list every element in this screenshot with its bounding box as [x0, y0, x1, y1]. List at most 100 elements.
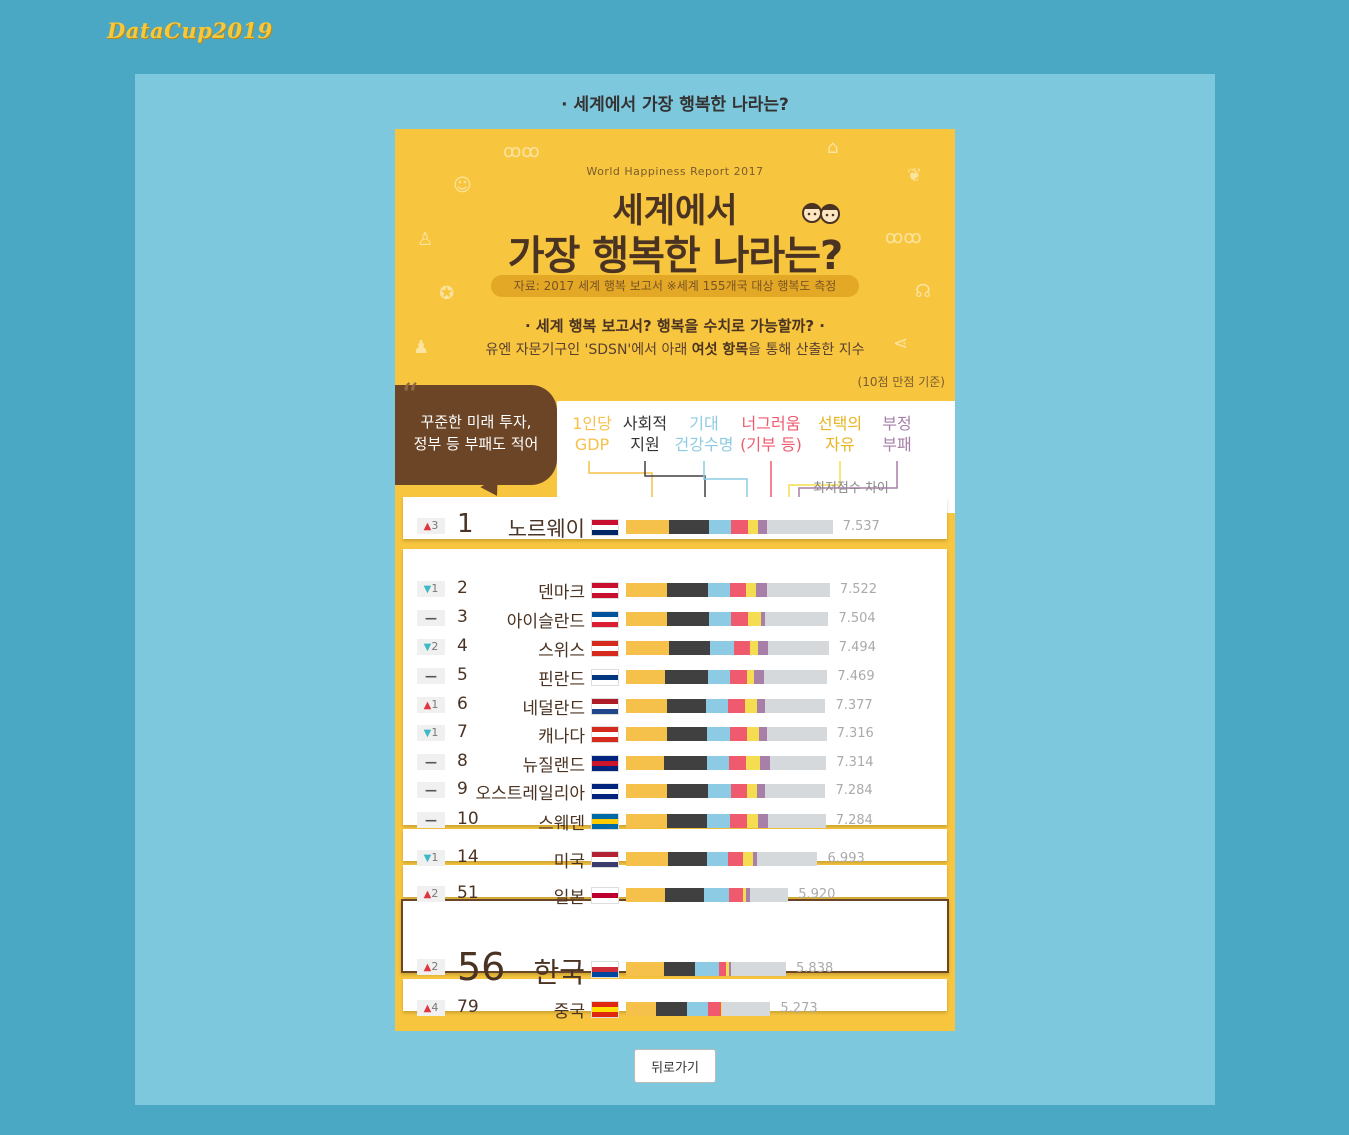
legend-social-support: 사회적 지원 — [622, 414, 668, 454]
ranking-row-6: ▲1 6 네덜란드 7.377 — [395, 692, 955, 719]
happiness-bar — [626, 888, 789, 902]
bar-segment — [707, 852, 729, 866]
happiness-score: 5.838 — [796, 961, 834, 976]
rank-change-badge: — — [417, 782, 445, 798]
rank-down-icon: ▼ — [423, 584, 432, 595]
bar-segment — [748, 612, 761, 626]
bar-segment — [709, 520, 732, 534]
rank-number: 9 — [457, 779, 468, 799]
bar-segment — [666, 583, 708, 597]
bar-segment — [626, 784, 667, 798]
bar-segment — [742, 852, 753, 866]
bar-segment — [729, 727, 747, 741]
bar-segment — [626, 1002, 656, 1016]
bar-segment — [667, 699, 707, 713]
flag-icon — [591, 726, 619, 743]
happiness-bar — [626, 727, 827, 741]
bar-segment — [745, 583, 756, 597]
infographic-title-line2: 가장 행복한 나라는? — [507, 233, 843, 279]
infographic-title-line1: 세계에서 — [612, 191, 738, 231]
ranking-row-2: ▼1 2 덴마크 7.522 — [395, 576, 955, 603]
bar-segment — [764, 784, 826, 798]
flag-icon — [591, 783, 619, 800]
bar-segment — [695, 962, 719, 976]
happiness-score: 7.314 — [836, 755, 874, 770]
happiness-score: 7.377 — [835, 698, 873, 713]
flag-icon — [591, 640, 619, 657]
country-name: 일본 — [553, 888, 585, 908]
rank-number: 3 — [457, 607, 468, 627]
bar-segment — [746, 814, 758, 828]
source-note: 자료: 2017 세계 행복 보고서 ※세계 155개국 대상 행복도 측정 — [491, 275, 859, 297]
bar-segment — [729, 888, 743, 902]
bar-segment — [626, 727, 667, 741]
bar-segment — [666, 814, 708, 828]
country-name: 핀란드 — [538, 670, 585, 690]
rank-change-value: 2 — [431, 960, 439, 973]
rank-down-icon: ▼ — [423, 853, 432, 864]
happiness-bar — [626, 641, 829, 655]
country-name: 캐나다 — [538, 727, 585, 747]
bar-segment — [746, 670, 754, 684]
index-description: 유엔 자문기구인 'SDSN'에서 아래 여섯 항목을 통해 산출한 지수 — [485, 342, 865, 358]
bar-segment — [748, 520, 759, 534]
country-name: 아이슬란드 — [506, 612, 585, 632]
happiness-score: 5.920 — [798, 887, 836, 902]
bar-segment — [706, 756, 730, 770]
bar-segment — [757, 699, 766, 713]
legend-generosity: 너그러움 (기부 등) — [740, 414, 802, 454]
rank-change-value: 2 — [431, 887, 439, 900]
scale-note: (10점 만점 기준) — [857, 375, 945, 389]
country-name: 네덜란드 — [522, 699, 585, 719]
rank-change-badge: ▲2 — [417, 886, 445, 902]
ranking-row-79: ▲4 79 중국 5.273 — [395, 995, 955, 1022]
graduation-cap-icon: ⌂ — [827, 137, 839, 158]
bar-segment — [664, 962, 696, 976]
rank-change-badge: ▼1 — [417, 725, 445, 741]
bar-segment — [665, 670, 708, 684]
medal-icon: ✪ — [439, 283, 455, 304]
bar-segment — [768, 641, 829, 655]
country-name: 중국 — [553, 1002, 585, 1022]
bar-segment — [749, 888, 789, 902]
flag-icon — [591, 851, 619, 868]
teacher-icon: ♙ — [417, 229, 434, 250]
bar-segment — [742, 888, 746, 902]
report-name: World Happiness Report 2017 — [586, 165, 764, 178]
rank-number: 1 — [457, 509, 474, 539]
bar-segment — [626, 583, 667, 597]
flag-icon — [591, 887, 619, 904]
rank-up-icon: ▲ — [423, 889, 432, 900]
bar-segment — [666, 784, 708, 798]
bar-segment — [731, 612, 749, 626]
rank-up-icon: ▲ — [423, 1003, 432, 1014]
bar-segment — [666, 612, 710, 626]
bar-segment — [760, 612, 765, 626]
bar-segment — [758, 520, 767, 534]
bar-segment — [747, 784, 757, 798]
back-button[interactable]: 뒤로가기 — [634, 1049, 716, 1083]
group-icon: ꝏꝏ — [885, 227, 922, 248]
bar-segment — [768, 814, 826, 828]
rank-change-badge: — — [417, 668, 445, 684]
bar-segment — [755, 583, 767, 597]
bar-segment — [753, 670, 765, 684]
bar-segment — [770, 756, 827, 770]
rank-change-value: 4 — [431, 1001, 439, 1014]
gap-label: 최저점수 차이 — [813, 481, 889, 496]
bar-segment — [626, 612, 667, 626]
bar-segment — [707, 1002, 722, 1016]
bar-segment — [721, 1002, 771, 1016]
no-change-icon: — — [425, 783, 437, 797]
bar-segment — [626, 641, 669, 655]
site-logo[interactable]: DataCup2019 — [107, 18, 273, 43]
bar-segment — [664, 756, 707, 770]
flag-icon — [591, 755, 619, 772]
bar-segment — [730, 962, 786, 976]
flag-icon — [591, 698, 619, 715]
bar-segment — [626, 699, 668, 713]
page-title: · 세계에서 가장 행복한 나라는? — [561, 95, 789, 115]
bar-segment — [707, 727, 730, 741]
quote-icon: “ — [401, 376, 419, 416]
bar-segment — [730, 784, 748, 798]
